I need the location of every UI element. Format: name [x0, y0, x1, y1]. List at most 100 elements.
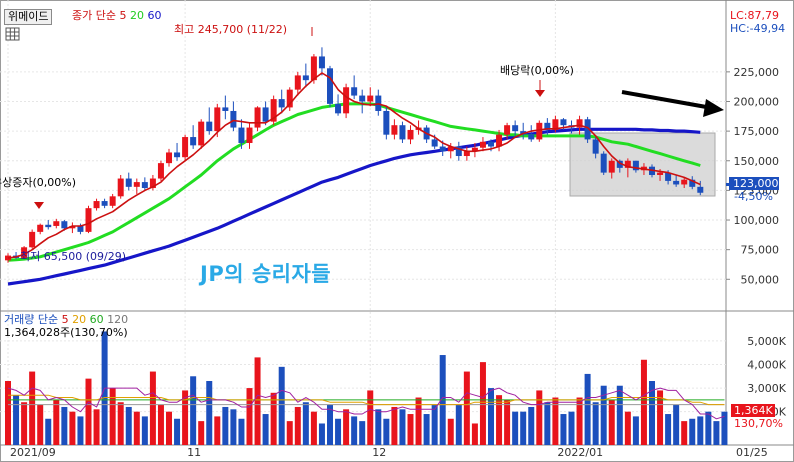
candle-body [399, 125, 406, 140]
ma60-legend: 60 [147, 9, 162, 22]
trend-arrow-shaft [621, 90, 713, 110]
table-icon-frame [5, 27, 20, 41]
candle-body [504, 125, 511, 135]
candle-body [109, 196, 116, 206]
time-tick-label: 2021/09 [10, 446, 56, 459]
stock-name-tab[interactable]: 위메이드 [4, 9, 53, 25]
volume-bar [584, 373, 591, 445]
candle-body [697, 186, 704, 193]
ex-dividend-annotation: 배당락(0,00%) [500, 64, 574, 77]
volume-bar [77, 416, 84, 445]
volume-bar [568, 411, 575, 445]
candle-body [327, 68, 333, 104]
candle-body [37, 224, 44, 232]
time-tick-label: 12 [372, 446, 386, 459]
candle-body [149, 178, 156, 189]
candle-body [93, 201, 100, 209]
volume-bar [5, 381, 11, 445]
low-annotation: 최저 65,500 (09/29) [20, 250, 126, 263]
candle-body [53, 221, 60, 226]
candle-body [335, 103, 342, 114]
price-tick-label: 200,000 [734, 95, 780, 108]
candle-body [133, 182, 140, 187]
time-tick-label: 2022/01 [557, 446, 603, 459]
volume-bar [536, 390, 543, 445]
volume-bar [504, 399, 511, 445]
volume-bar [488, 388, 494, 445]
volume-bar [415, 397, 422, 445]
volume-bar [327, 404, 333, 445]
price-tick-label: 225,000 [734, 66, 780, 79]
volume-bar [206, 381, 213, 445]
candle-body [61, 221, 68, 229]
volume-bar [528, 406, 535, 445]
candle-body [21, 247, 28, 258]
candle-body [85, 208, 92, 232]
volume-bar [246, 388, 253, 445]
rights-offering-annotation: 유상증자(0,00%) [0, 176, 76, 189]
volume-bar [318, 423, 325, 445]
candle-body [157, 163, 164, 179]
candle-body [214, 107, 221, 132]
vol-ma20-line [8, 394, 725, 406]
candle-body [673, 180, 680, 185]
volume-bar [157, 404, 164, 445]
candle-body [552, 119, 559, 130]
volume-bar [657, 390, 664, 445]
volume-bar [616, 385, 623, 445]
ma-legend-label: 종가 단순 [72, 9, 116, 22]
volume-bar [496, 395, 503, 445]
volume-bar [351, 416, 358, 445]
ex-dividend-marker [535, 90, 545, 97]
volume-bar [479, 362, 486, 445]
volume-bar [624, 411, 631, 445]
candle-body [278, 99, 285, 108]
trend-arrow-head [703, 99, 724, 117]
vol-ma20-legend: 20 [72, 313, 87, 326]
candle-body [584, 119, 591, 140]
candle-body [431, 139, 438, 147]
volume-bar [270, 392, 277, 445]
volume-bar [423, 414, 430, 445]
candle-body [665, 172, 672, 181]
volume-bar [665, 414, 672, 445]
watermark: JP의 승리자들 [200, 262, 332, 286]
candle-body [391, 125, 398, 135]
time-tick-label: 01/25 [736, 446, 768, 459]
candle-body [230, 110, 237, 128]
candle-body [681, 179, 688, 185]
candle-body [447, 146, 454, 152]
volume-bar [117, 402, 124, 445]
price-tick-label: 75,000 [741, 244, 780, 257]
volume-bar [576, 397, 583, 445]
volume-bar [649, 381, 655, 445]
volume-bar [343, 409, 350, 445]
volume-tick-label: 4,000K [747, 358, 786, 371]
volume-bar [45, 418, 52, 445]
candle-body [125, 178, 132, 187]
candle-body [383, 110, 390, 135]
price-ma-legend: 종가 단순 5 20 60 [72, 9, 161, 23]
table-icon[interactable] [5, 27, 20, 41]
volume-bar [544, 402, 551, 445]
volume-bar [673, 404, 680, 445]
candle-body [439, 146, 446, 152]
volume-bar [85, 378, 92, 445]
current-volume-ratio: 130,70% [734, 417, 783, 430]
volume-bar [721, 411, 728, 445]
candle-body [222, 107, 229, 111]
vol-ma5-line [7, 387, 725, 420]
current-volume-tag [731, 404, 775, 417]
candle-body [463, 151, 470, 157]
current-price-tag [729, 177, 779, 190]
candle-body [592, 139, 599, 154]
volume-bar [681, 421, 688, 445]
volume-bar [455, 404, 462, 445]
candle-body [286, 89, 293, 108]
volume-bar [302, 402, 309, 445]
volume-bar [383, 418, 390, 445]
volume-bar [367, 390, 374, 445]
volume-bar [697, 416, 704, 445]
volume-bar [640, 359, 647, 445]
